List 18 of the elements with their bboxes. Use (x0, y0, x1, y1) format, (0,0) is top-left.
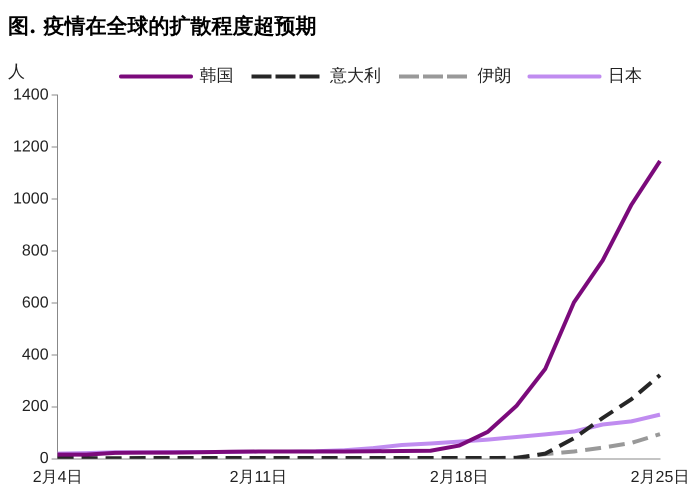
x-tick-label: 2月25日 (630, 468, 690, 486)
legend-label: 伊朗 (478, 66, 512, 86)
y-tick-label: 200 (22, 398, 49, 416)
y-tick-label: 1400 (13, 86, 49, 104)
y-tick-label: 800 (22, 242, 49, 260)
y-tick-label: 0 (40, 450, 49, 468)
y-tick-label: 1000 (13, 190, 49, 208)
y-tick-label: 600 (22, 294, 49, 312)
x-tick-label: 2月11日 (230, 468, 288, 486)
x-tick-label: 2月4日 (32, 468, 82, 486)
y-tick-label: 400 (22, 346, 49, 364)
chart-title: 图. 疫情在全球的扩散程度超预期 (7, 12, 318, 40)
legend-label: 韩国 (200, 66, 234, 86)
y-axis-title: 人 (8, 62, 25, 82)
legend-label: 意大利 (329, 66, 381, 86)
y-tick-label: 1200 (13, 138, 49, 156)
legend-label: 日本 (608, 66, 642, 86)
x-tick-label: 2月18日 (430, 468, 489, 486)
